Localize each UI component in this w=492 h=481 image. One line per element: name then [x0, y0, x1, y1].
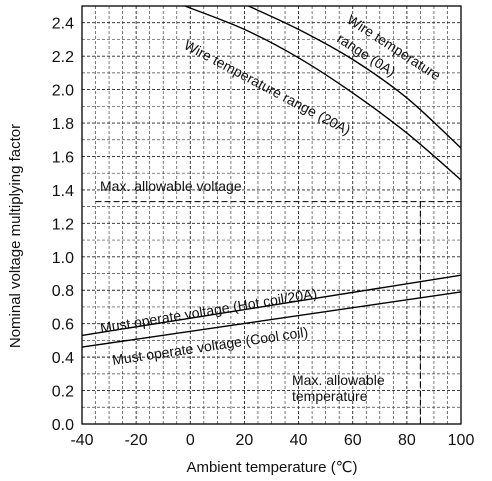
y-tick-label: 0.2	[52, 384, 74, 401]
y-tick-label: 2.4	[52, 16, 74, 33]
annotation-max-allowable-voltage: Max. allowable voltage	[100, 178, 242, 194]
series-line-3	[81, 291, 462, 348]
series-line-1	[184, 5, 462, 181]
x-tick-label: -40	[70, 432, 93, 449]
tick-labels: -40 -20 0 20 40 60 80 100 0.0 0.2 0.4 0.6 0.8 1.0 1.2 1…	[52, 16, 475, 449]
plot-frame	[81, 5, 462, 425]
x-tick-label: -20	[125, 432, 148, 449]
series-line-2	[81, 274, 462, 337]
x-tick-label: 0	[186, 432, 195, 449]
annotation-must-operate-cool: Must operate voltage (Cool coil)	[111, 324, 309, 368]
y-tick-label: 1.6	[52, 149, 74, 166]
x-tick-label: 40	[290, 432, 308, 449]
y-tick-label: 1.8	[52, 116, 74, 133]
y-tick-label: 2.0	[52, 83, 74, 100]
grid-lines	[82, 6, 461, 424]
series-line-0	[248, 5, 462, 149]
x-axis-title: Ambient temperature (℃)	[186, 459, 357, 476]
y-tick-label: 0.4	[52, 350, 74, 367]
x-tick-label: 60	[344, 432, 362, 449]
x-tick-label: 80	[398, 432, 416, 449]
y-tick-label: 1.4	[52, 183, 74, 200]
series-lines	[81, 5, 462, 348]
reference-lines	[95, 201, 461, 424]
y-tick-label: 2.2	[52, 49, 74, 66]
annotation-max-temp-line1: Max. allowable	[292, 372, 385, 388]
y-tick-label: 0.0	[52, 417, 74, 434]
y-tick-label: 1.0	[52, 250, 74, 267]
y-axis-title: Nominal voltage multiplying factor	[7, 124, 24, 348]
x-tick-label: 20	[236, 432, 254, 449]
y-tick-label: 0.8	[52, 283, 74, 300]
y-tick-label: 1.2	[52, 216, 74, 233]
annotation-max-allowable-temperature: Max. allowable temperature	[292, 372, 389, 404]
x-tick-label: 100	[448, 432, 475, 449]
annotation-max-temp-line2: temperature	[292, 388, 368, 404]
y-tick-label: 0.6	[52, 317, 74, 334]
